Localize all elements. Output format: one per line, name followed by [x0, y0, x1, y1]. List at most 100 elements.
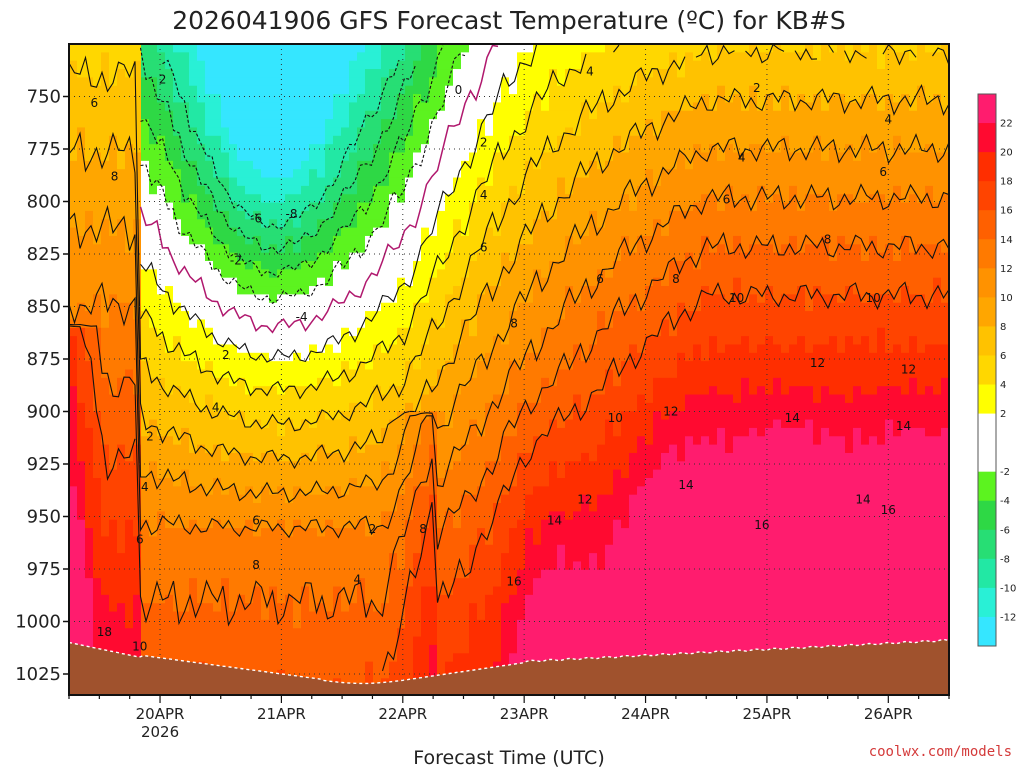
temperature-cell [541, 361, 550, 371]
temperature-cell [357, 553, 366, 563]
temperature-cell [541, 377, 550, 387]
temperature-cell [421, 519, 430, 529]
temperature-cell [381, 194, 390, 204]
temperature-cell [445, 327, 454, 337]
temperature-cell [357, 419, 366, 429]
temperature-cell [301, 603, 310, 613]
temperature-cell [341, 536, 350, 546]
temperature-cell [205, 553, 214, 563]
temperature-cell [533, 44, 542, 53]
temperature-cell [477, 219, 486, 229]
temperature-cell [429, 302, 438, 312]
temperature-cell [325, 561, 334, 571]
temperature-cell [117, 277, 126, 287]
temperature-cell [461, 102, 470, 112]
temperature-cell [341, 528, 350, 538]
temperature-cell [109, 135, 118, 145]
temperature-cell [533, 611, 542, 621]
temperature-cell [117, 44, 126, 53]
temperature-cell [541, 194, 550, 204]
temperature-cell [205, 461, 214, 471]
temperature-cell [269, 169, 278, 179]
temperature-cell [493, 503, 502, 512]
temperature-cell [477, 352, 486, 362]
temperature-cell [349, 219, 358, 229]
temperature-cell [381, 352, 390, 362]
temperature-cell [293, 110, 302, 120]
temperature-cell [477, 486, 486, 496]
temperature-cell [117, 227, 126, 237]
temperature-cell [509, 302, 518, 312]
temperature-cell [421, 210, 430, 220]
temperature-cell [309, 469, 318, 479]
temperature-cell [77, 611, 86, 621]
temperature-cell [69, 135, 78, 145]
temperature-cell [261, 402, 270, 412]
temperature-cell [101, 494, 110, 504]
temperature-cell [397, 344, 406, 354]
temperature-cell [237, 511, 246, 521]
temperature-cell [557, 511, 566, 521]
temperature-cell [333, 619, 342, 629]
temperature-cell [453, 377, 462, 387]
temperature-cell [397, 578, 406, 588]
temperature-cell [549, 628, 558, 638]
temperature-cell [309, 94, 318, 104]
temperature-cell [309, 160, 318, 170]
temperature-cell [389, 119, 398, 129]
temperature-cell [373, 594, 382, 604]
temperature-cell [77, 478, 86, 487]
temperature-cell [173, 344, 182, 354]
temperature-cell [93, 194, 102, 204]
temperature-cell [229, 252, 238, 262]
temperature-cell [101, 244, 110, 254]
temperature-cell [189, 452, 198, 462]
temperature-cell [117, 402, 126, 412]
temperature-cell [221, 277, 230, 287]
temperature-cell [229, 102, 238, 112]
temperature-cell [205, 85, 214, 95]
temperature-cell [573, 135, 582, 145]
temperature-cell [213, 478, 222, 487]
temperature-cell [349, 336, 358, 346]
temperature-cell [141, 394, 150, 404]
temperature-cell [261, 277, 270, 287]
temperature-cell [445, 486, 454, 496]
temperature-cell [277, 553, 286, 563]
temperature-cell [245, 302, 254, 312]
temperature-cell [381, 177, 390, 187]
temperature-cell [253, 427, 262, 437]
temperature-cell [157, 219, 166, 229]
temperature-cell [285, 344, 294, 354]
temperature-cell [557, 235, 566, 245]
temperature-cell [85, 436, 94, 446]
temperature-cell [197, 444, 206, 454]
temperature-cell [509, 619, 518, 629]
temperature-cell [141, 194, 150, 204]
temperature-cell [573, 402, 582, 412]
temperature-cell [237, 402, 246, 412]
temperature-cell [477, 210, 486, 220]
temperature-cell [181, 144, 190, 154]
temperature-cell [221, 352, 230, 362]
temperature-cell [549, 269, 558, 279]
temperature-cell [333, 277, 342, 287]
temperature-cell [101, 277, 110, 287]
temperature-cell [509, 311, 518, 321]
temperature-cell [69, 227, 78, 237]
temperature-cell [373, 94, 382, 104]
temperature-cell [325, 528, 334, 538]
temperature-cell [565, 636, 574, 646]
temperature-cell [373, 252, 382, 262]
temperature-cell [461, 336, 470, 346]
temperature-cell [245, 269, 254, 279]
temperature-cell [573, 486, 582, 496]
temperature-cell [237, 486, 246, 496]
temperature-cell [309, 269, 318, 279]
temperature-cell [213, 386, 222, 396]
temperature-cell [389, 427, 398, 437]
temperature-cell [501, 252, 510, 262]
temperature-cell [325, 436, 334, 446]
temperature-cell [453, 561, 462, 571]
temperature-cell [221, 528, 230, 538]
